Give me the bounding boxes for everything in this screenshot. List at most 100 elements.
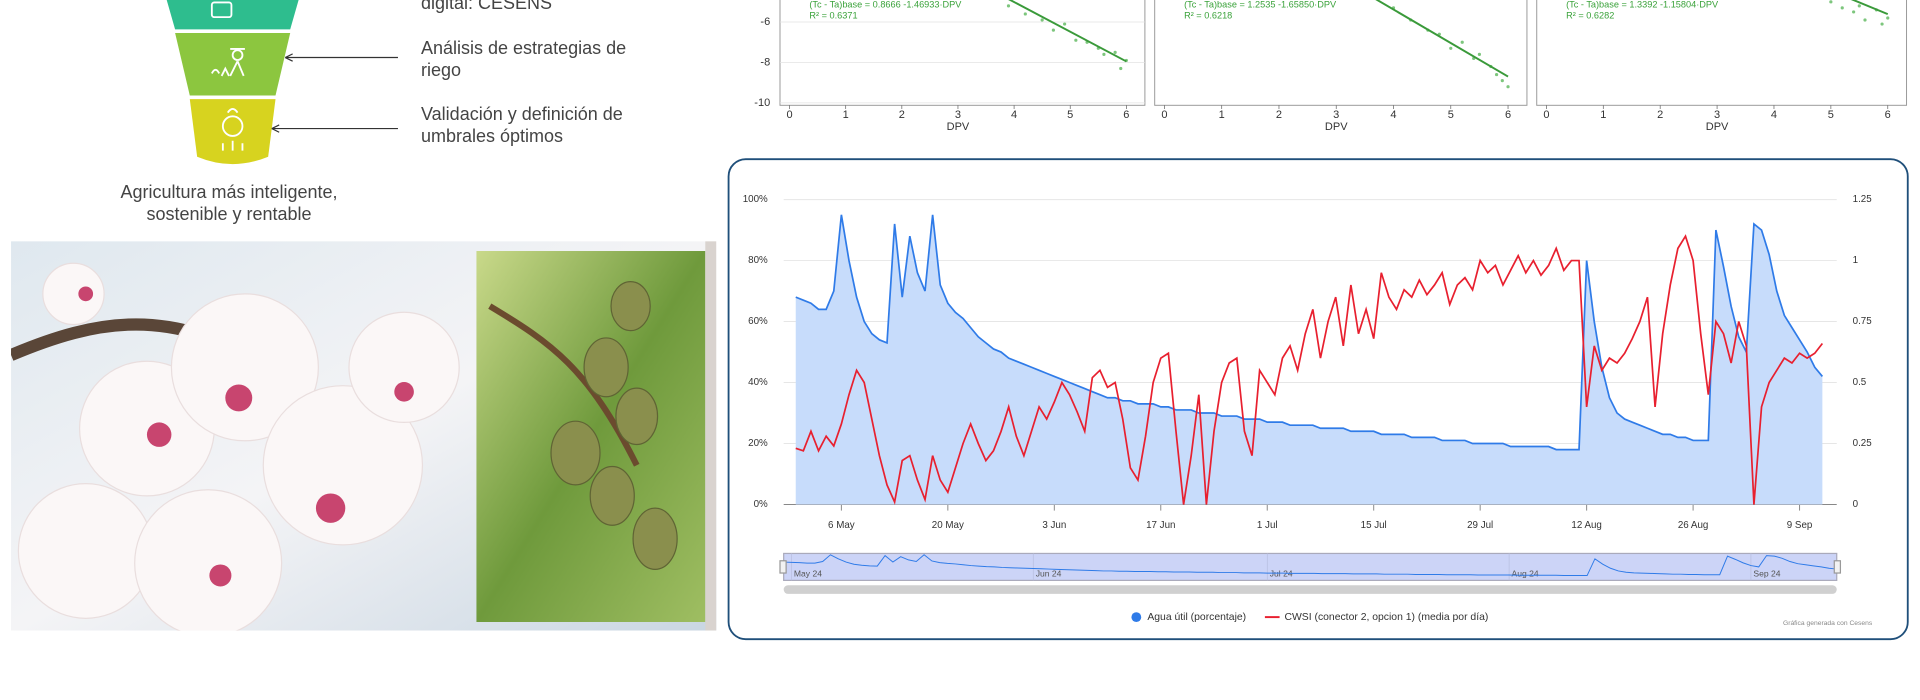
point [1074,38,1078,42]
navigator-mask [783,552,1838,581]
point [1829,0,1833,4]
plot-frame [1536,0,1908,106]
navigator-label: Sep 24 [1753,569,1780,579]
x-tick-label: 4 [1771,109,1777,121]
navigator-handle[interactable] [779,560,787,574]
x-tick-label: 1 [1219,109,1225,121]
points [1829,0,1890,26]
x-tick-label: 2 [1657,109,1663,121]
y-tick-label: -6 [760,16,770,28]
x-tick-label: 4 [1390,109,1396,121]
x-axis-label: DPV [947,121,970,133]
x-tick-label: 1 Jul [1257,520,1278,531]
y2-tick-label: 1.25 [1853,194,1873,205]
legend-label[interactable]: Agua útil (porcentaje) [1147,612,1246,623]
point [1886,16,1890,20]
x-tick-label: 12 Aug [1571,520,1601,531]
x-tick-label: 5 [1448,109,1454,121]
point [1063,22,1067,26]
funnel-layer [175,33,291,96]
x-tick-label: 0 [1161,109,1167,121]
x-tick-label: 6 [1123,109,1129,121]
area [795,214,1823,505]
x-tick-label: 29 Jul [1467,520,1493,531]
funnel [166,0,398,165]
y-tick-label: 100% [743,194,768,205]
navigator-label: Aug 24 [1512,569,1539,579]
funnel-layer [166,0,299,30]
x-tick-label: 17 Jun [1146,520,1175,531]
x-tick-label: 3 [1333,109,1339,121]
r-squared: R² = 0.6371 [809,10,857,20]
y2-tick-label: 0.5 [1853,377,1867,388]
point [1857,4,1861,8]
y-tick-label: 0% [754,499,768,510]
r-squared: R² = 0.6282 [1566,10,1614,20]
x-tick-label: 15 Jul [1361,520,1387,531]
x-tick-label: 0 [786,109,792,121]
plot-frame [1154,0,1528,106]
point [1460,40,1464,44]
y-tick-label: 20% [748,438,768,449]
equation: (Tc - Ta)base = 1.2535 -1.65850·DPV [1184,0,1337,9]
x-tick-label: 1 [843,109,849,121]
funnel-item: Análisis de estrategias de riego [421,38,627,80]
navigator-label: May 24 [794,569,822,579]
navigator-line [783,554,1837,577]
point [1840,6,1844,10]
point [1852,10,1856,14]
point [1102,52,1106,56]
x-tick-label: 0 [1543,109,1549,121]
point [1119,66,1123,71]
point [1023,12,1027,16]
x-tick-label: 1 [1600,109,1606,121]
points [1375,0,1510,89]
y-tick-label: -10 [754,97,770,109]
fit-line [1008,0,1127,63]
icon [211,48,245,77]
y-tick-label: 40% [748,377,768,388]
r-squared: R² = 0.6218 [1184,10,1232,20]
x-tick-label: 4 [1011,109,1017,121]
point [1477,52,1481,56]
equation: (Tc - Ta)base = 1.3392 -1.15804·DPV [1566,0,1719,9]
legend-swatch [1131,612,1142,623]
arrow-head [271,124,280,133]
y-tick-label: -8 [760,56,770,68]
point [1449,46,1453,50]
photo-almonds [476,251,706,623]
fit-line [1375,0,1509,78]
series-line [795,214,1824,451]
series-line [795,234,1824,505]
x-tick-label: 9 Sep [1787,520,1813,531]
funnel-item: digital: CESENS [421,0,553,13]
x-tick-label: 5 [1828,109,1834,121]
icon [221,108,244,151]
x-tick-label: 6 May [828,520,855,531]
icon [210,1,233,19]
y-tick-label: 80% [748,255,768,266]
point [1506,85,1510,89]
point [1006,4,1011,8]
scrollbar[interactable] [783,585,1837,594]
x-tick-label: 6 [1505,109,1511,121]
legend-label[interactable]: CWSI (conector 2, opcion 1) (media por d… [1284,612,1488,623]
x-tick-label: 26 Aug [1678,520,1708,531]
y2-tick-label: 0 [1853,499,1859,510]
funnel-item: Validación y definición de umbrales ópti… [421,104,623,146]
point [1880,22,1884,26]
x-axis-label: DPV [1706,121,1729,133]
point [1863,18,1867,22]
navigator-handle[interactable] [1833,560,1842,574]
x-tick-label: 3 Jun [1042,520,1066,531]
x-tick-label: 20 May [932,520,964,531]
x-tick-label: 6 [1885,109,1891,121]
x-tick-label: 2 [899,109,905,121]
point [1494,72,1499,77]
arrow-head [285,53,293,62]
navigator-label: Jun 24 [1036,569,1062,579]
x-axis-label: DPV [1325,121,1348,133]
plot-frame [779,0,1146,106]
points [1006,0,1128,71]
